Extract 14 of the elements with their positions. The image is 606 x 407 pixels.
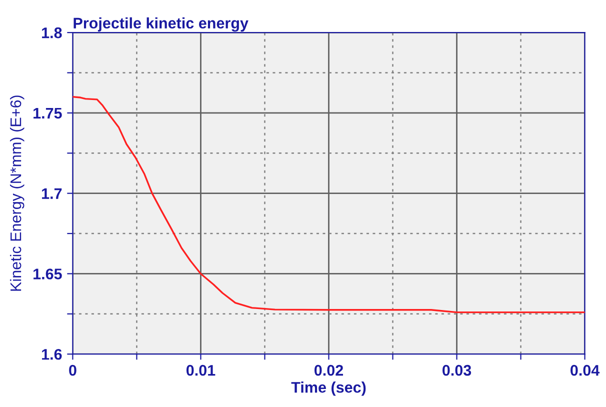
x-tick-label: 0.03 (442, 364, 472, 376)
y-tick-label: 1.7 (42, 188, 62, 199)
y-tick-label: 1.75 (34, 108, 62, 119)
x-tick-label: 0 (69, 364, 76, 376)
y-tick-label: 1.8 (42, 27, 62, 38)
x-tick-label: 0.01 (186, 364, 216, 376)
x-tick-label: 0.04 (570, 364, 600, 376)
chart-title: Projectile kinetic energy (74, 17, 248, 32)
x-tick-label: 0.02 (314, 364, 344, 376)
line-series (72, 96, 585, 314)
y-tick-label: 1.6 (42, 348, 62, 360)
y-axis-title: Kinetic Energy (N*mm) (E+6) (10, 96, 24, 291)
y-tick-label: 1.65 (34, 268, 62, 280)
x-axis-title: Time (sec) (291, 382, 366, 396)
